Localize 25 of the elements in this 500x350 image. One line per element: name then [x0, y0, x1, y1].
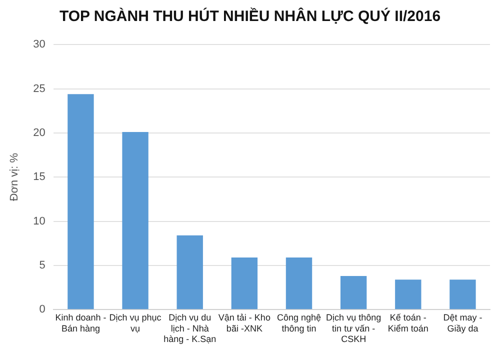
y-tick-label: 0	[39, 304, 46, 316]
chart-title: TOP NGÀNH THU HÚT NHIỀU NHÂN LỰC QUÝ II/2016	[58, 6, 442, 27]
y-axis-title: Đơn vị: %	[8, 152, 21, 202]
x-tick-label: Dệt may - Giầy da	[443, 312, 482, 334]
y-tick-label: 25	[33, 82, 46, 95]
x-tick-label: Kế toán - Kiểm toán	[388, 312, 428, 334]
y-tick-label: 20	[33, 126, 46, 139]
bar	[231, 257, 258, 310]
y-tick-label: 10	[33, 215, 46, 228]
bar	[340, 276, 367, 310]
bar	[450, 280, 476, 310]
x-tick-label: Dịch vụ phục vụ	[109, 312, 162, 334]
bar	[122, 132, 148, 310]
y-tick-label: 5	[39, 259, 46, 272]
bar	[286, 257, 312, 310]
bar	[395, 280, 422, 310]
y-tick-label: 30	[33, 38, 46, 51]
bar	[68, 94, 94, 310]
x-tick-label: Kinh doanh - Bán hàng	[55, 312, 106, 334]
x-tick-label: Dịch vụ thông tin tư vấn - CSKH	[326, 312, 382, 344]
x-tick-label: Vận tải - Kho bãi -XNK	[218, 312, 270, 334]
x-tick-label: Công nghệ thông tin	[276, 312, 322, 334]
x-tick-label: Dịch vụ du lịch - Nhà hàng - K.Sạn	[164, 312, 216, 344]
bar	[176, 235, 203, 310]
y-tick-label: 15	[33, 171, 46, 184]
